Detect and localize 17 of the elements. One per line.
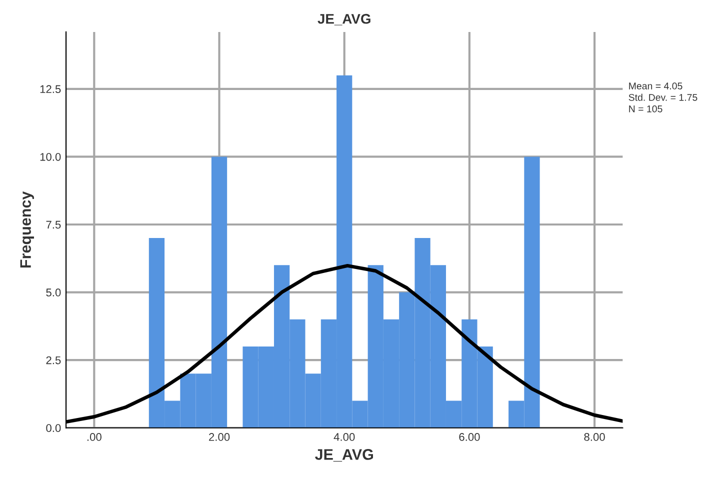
- chart-title: JE_AVG: [318, 14, 370, 26]
- x-tick-label: 4.00: [334, 433, 355, 441]
- text: N = 105: [629, 105, 662, 112]
- y-tick-label: 2.5: [46, 356, 61, 364]
- y-tick-label: 5.0: [46, 288, 61, 296]
- text: Mean = 4.05: [629, 82, 682, 90]
- x-tick-label: 2.00: [209, 433, 230, 441]
- y-tick-label: 7.5: [46, 220, 61, 229]
- y-tick-label: 12.5: [40, 85, 61, 94]
- y-tick-label: 10.0: [40, 152, 61, 161]
- x-axis-title: JE_AVG: [315, 449, 373, 462]
- y-tick-label: 0.0: [46, 424, 61, 432]
- y-axis-title: Frequency: [20, 191, 34, 268]
- text: Std. Dev. = 1.75: [628, 94, 698, 101]
- x-tick-label: 6.00: [459, 433, 480, 441]
- x-tick-label: .00: [87, 433, 102, 441]
- x-tick-label: 8.00: [584, 433, 605, 441]
